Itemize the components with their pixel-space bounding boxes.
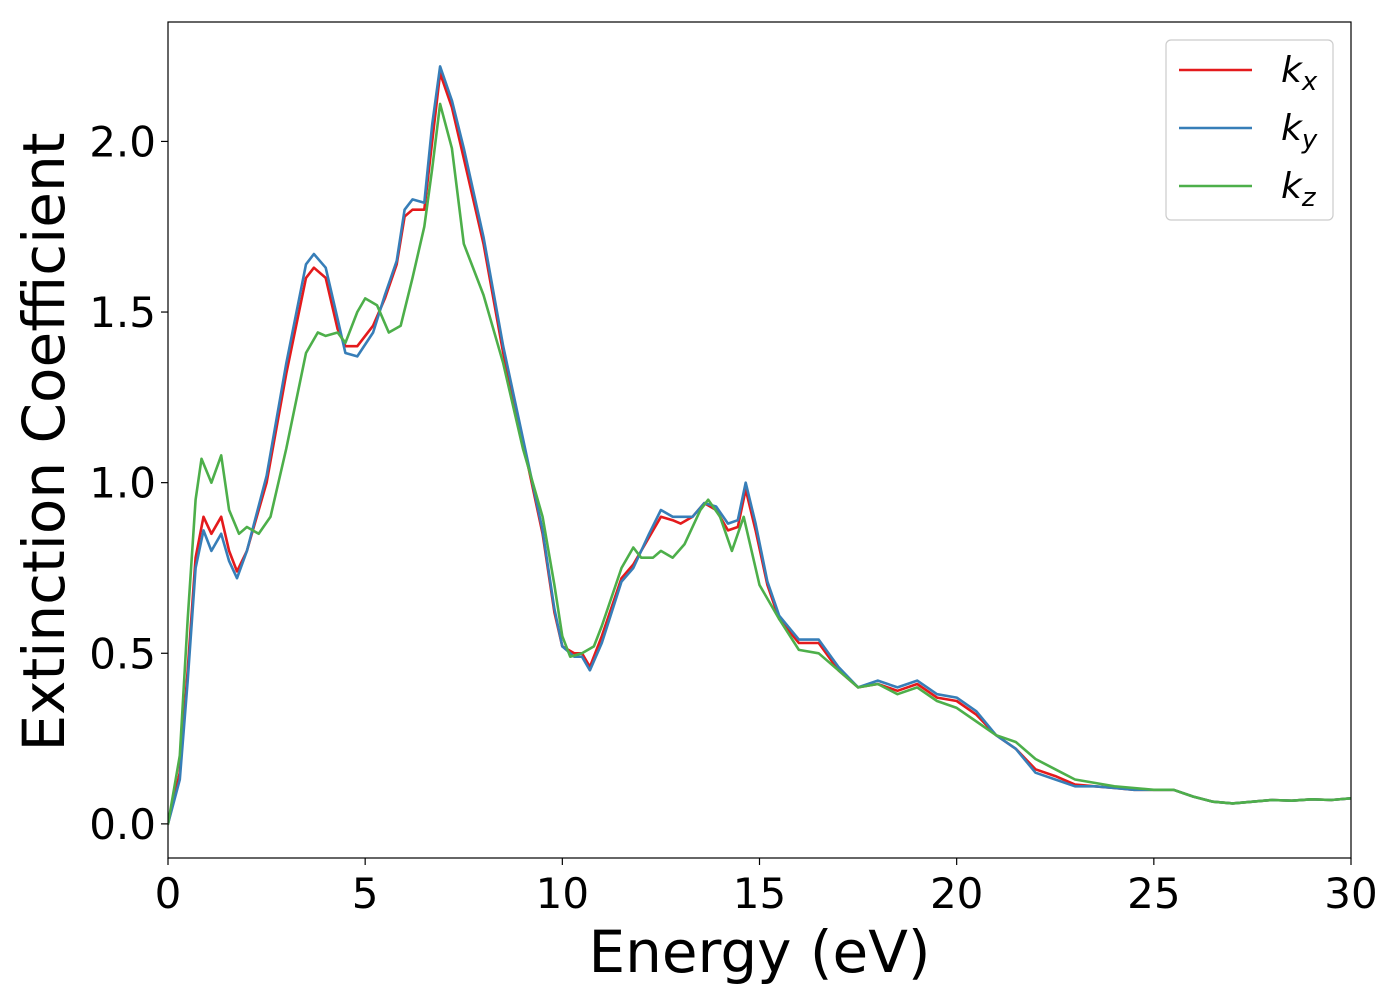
legend-label-kz: kz bbox=[1281, 166, 1317, 213]
legend-label-kx: kx bbox=[1281, 50, 1318, 97]
y-tick-label: 0.0 bbox=[89, 800, 156, 849]
y-axis: 0.0 0.5 1.0 1.5 2.0 bbox=[89, 117, 168, 849]
series-line-ky bbox=[168, 65, 1351, 826]
plot-series bbox=[168, 65, 1351, 826]
y-tick-label: 0.5 bbox=[89, 629, 156, 678]
x-axis: 0 5 10 15 20 25 30 bbox=[155, 858, 1378, 918]
legend-box bbox=[1165, 39, 1334, 221]
y-tick-label: 2.0 bbox=[89, 117, 156, 166]
y-axis-label: Extinction Coefficient bbox=[10, 133, 78, 752]
x-axis-label: Energy (eV) bbox=[588, 918, 930, 986]
x-tick-label: 20 bbox=[930, 869, 983, 918]
y-tick-label: 1.5 bbox=[89, 288, 156, 337]
x-tick-label: 5 bbox=[352, 869, 379, 918]
y-tick-label: 1.0 bbox=[89, 459, 156, 508]
legend-label-ky: ky bbox=[1281, 108, 1318, 155]
x-tick-label: 25 bbox=[1127, 869, 1180, 918]
x-tick-label: 0 bbox=[155, 869, 182, 918]
x-tick-label: 30 bbox=[1324, 869, 1377, 918]
x-tick-label: 15 bbox=[733, 869, 786, 918]
legend: kx ky kz bbox=[1165, 39, 1334, 221]
series-line-kz bbox=[168, 102, 1351, 826]
x-tick-label: 10 bbox=[536, 869, 589, 918]
